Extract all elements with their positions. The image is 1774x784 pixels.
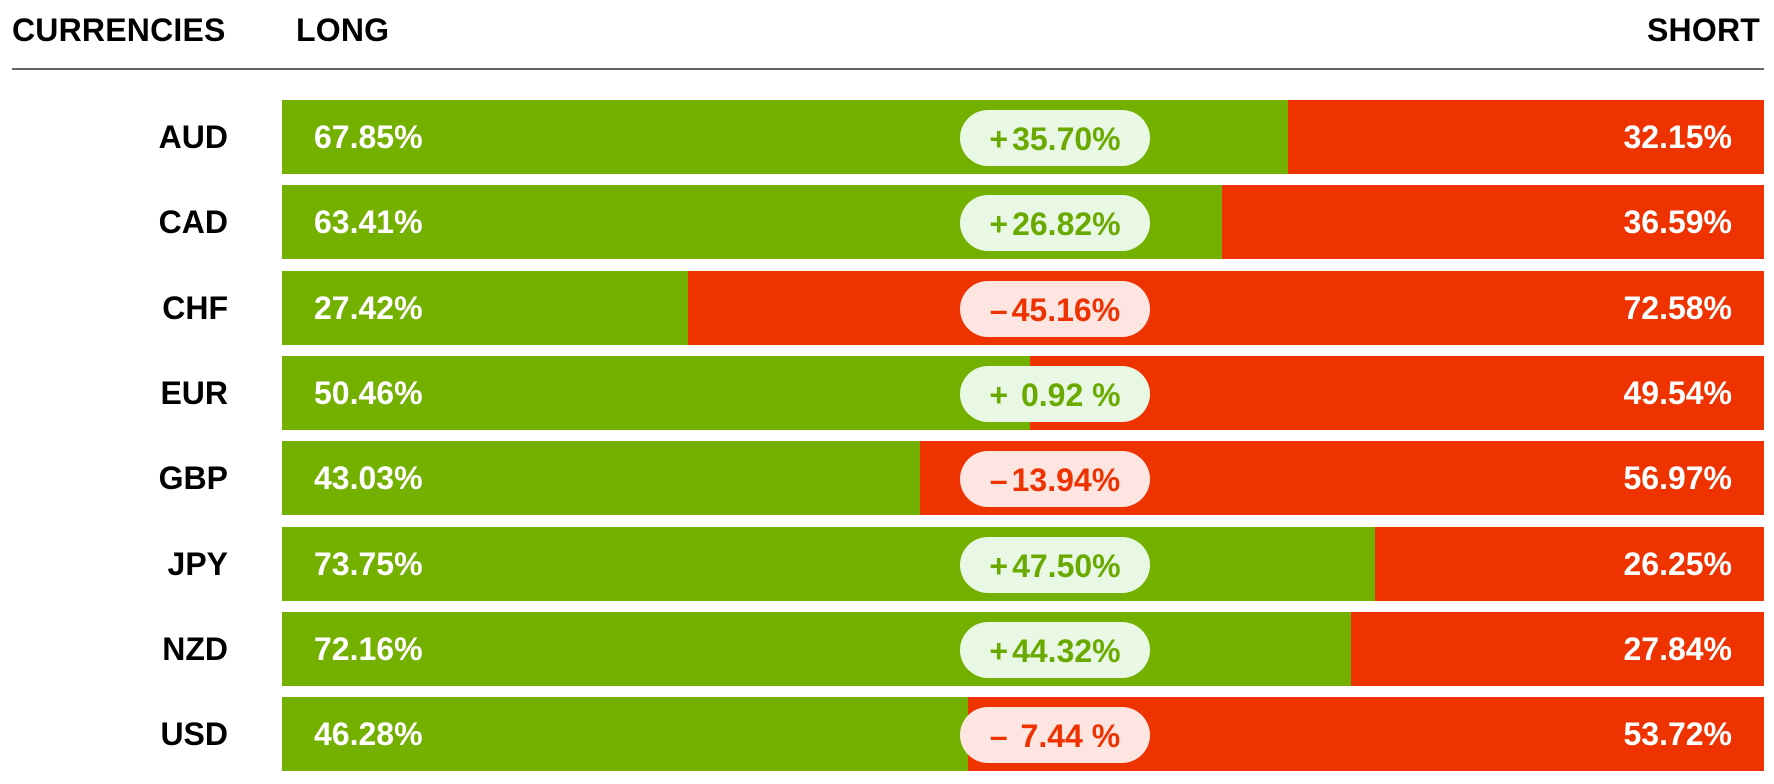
- short-value-label: 36.59%: [1623, 204, 1732, 240]
- table-header: CURRENCIES LONG SHORT: [0, 0, 1774, 70]
- currency-row-chf: CHF 27.42% 72.58% –45.16%: [0, 271, 1774, 345]
- long-bar: [282, 271, 689, 345]
- currency-row-aud: AUD 67.85% 32.15% +35.70%: [0, 100, 1774, 174]
- currency-label: CAD: [158, 204, 228, 240]
- short-value-label: 53.72%: [1623, 716, 1732, 752]
- long-bar: [282, 356, 1030, 430]
- long-bar: [282, 527, 1375, 601]
- net-change-value: 35.70%: [1012, 120, 1121, 157]
- net-change-sign: +: [989, 632, 1009, 669]
- short-bar: 27.42% 72.58% –45.16%: [282, 271, 1764, 345]
- currency-row-cad: CAD 63.41% 36.59% +26.82%: [0, 185, 1774, 259]
- net-change-badge: +26.82%: [960, 195, 1150, 251]
- currencies-column-header: CURRENCIES: [12, 12, 226, 48]
- long-value-label: 50.46%: [314, 375, 423, 411]
- net-change-sign: +: [989, 120, 1009, 157]
- currency-row-gbp: GBP 43.03% 56.97% –13.94%: [0, 441, 1774, 515]
- short-bar: 63.41% 36.59% +26.82%: [282, 185, 1764, 259]
- long-bar: [282, 697, 968, 771]
- net-change-sign: +: [989, 547, 1009, 584]
- long-value-label: 63.41%: [314, 204, 423, 240]
- short-bar: 67.85% 32.15% +35.70%: [282, 100, 1764, 174]
- short-column-header: SHORT: [1647, 12, 1760, 48]
- currency-label: USD: [160, 716, 228, 752]
- long-value-label: 46.28%: [314, 716, 423, 752]
- net-change-badge: +44.32%: [960, 622, 1150, 678]
- long-value-label: 73.75%: [314, 546, 423, 582]
- currency-label: JPY: [167, 546, 228, 582]
- net-change-value: 44.32%: [1012, 632, 1121, 669]
- short-bar: 73.75% 26.25% +47.50%: [282, 527, 1764, 601]
- currency-row-nzd: NZD 72.16% 27.84% +44.32%: [0, 612, 1774, 686]
- currency-label: NZD: [162, 631, 228, 667]
- net-change-badge: + 0.92 %: [960, 366, 1150, 422]
- net-change-sign: +: [989, 205, 1009, 242]
- net-change-badge: – 7.44 %: [960, 707, 1150, 763]
- long-value-label: 72.16%: [314, 631, 423, 667]
- net-change-value: 47.50%: [1012, 547, 1121, 584]
- short-bar: 50.46% 49.54% + 0.92 %: [282, 356, 1764, 430]
- short-bar: 46.28% 53.72% – 7.44 %: [282, 697, 1764, 771]
- short-bar: 72.16% 27.84% +44.32%: [282, 612, 1764, 686]
- net-change-sign: –: [989, 461, 1008, 498]
- currency-label: EUR: [160, 375, 228, 411]
- short-value-label: 27.84%: [1623, 631, 1732, 667]
- long-column-header: LONG: [296, 12, 390, 48]
- net-change-value: 7.44 %: [1011, 717, 1121, 754]
- net-change-badge: –13.94%: [960, 451, 1150, 507]
- currency-row-eur: EUR 50.46% 49.54% + 0.92 %: [0, 356, 1774, 430]
- short-value-label: 26.25%: [1623, 546, 1732, 582]
- header-divider: [12, 68, 1764, 70]
- long-value-label: 67.85%: [314, 119, 423, 155]
- currency-label: CHF: [162, 290, 228, 326]
- long-bar: [282, 441, 920, 515]
- net-change-value: 13.94%: [1011, 461, 1121, 498]
- net-change-badge: –45.16%: [960, 281, 1150, 337]
- long-value-label: 43.03%: [314, 460, 423, 496]
- net-change-sign: –: [989, 291, 1008, 328]
- net-change-sign: +: [989, 376, 1009, 413]
- net-change-value: 26.82%: [1012, 205, 1121, 242]
- net-change-sign: –: [989, 717, 1008, 754]
- net-change-badge: +47.50%: [960, 537, 1150, 593]
- net-change-value: 0.92 %: [1012, 376, 1121, 413]
- short-value-label: 32.15%: [1623, 119, 1732, 155]
- short-value-label: 56.97%: [1623, 460, 1732, 496]
- long-bar: [282, 612, 1352, 686]
- short-value-label: 72.58%: [1623, 290, 1732, 326]
- net-change-badge: +35.70%: [960, 110, 1150, 166]
- currency-label: AUD: [158, 119, 228, 155]
- currency-row-jpy: JPY 73.75% 26.25% +47.50%: [0, 527, 1774, 601]
- currency-row-usd: USD 46.28% 53.72% – 7.44 %: [0, 697, 1774, 771]
- long-value-label: 27.42%: [314, 290, 423, 326]
- short-bar: 43.03% 56.97% –13.94%: [282, 441, 1764, 515]
- currency-label: GBP: [158, 460, 228, 496]
- net-change-value: 45.16%: [1011, 291, 1121, 328]
- short-value-label: 49.54%: [1623, 375, 1732, 411]
